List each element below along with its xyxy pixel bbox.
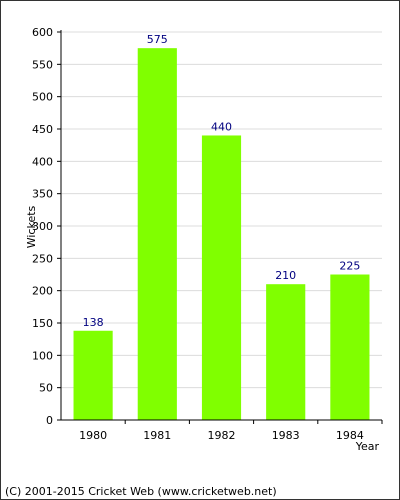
x-tick-label: 1982 <box>208 429 236 442</box>
x-tick-label: 1981 <box>143 429 171 442</box>
bar <box>266 284 306 420</box>
bar <box>137 48 177 421</box>
data-label: 225 <box>339 260 360 273</box>
bars <box>73 48 370 421</box>
y-tick-label: 300 <box>32 220 53 233</box>
x-tick-labels: 1980 1981 1982 1983 1984 <box>79 429 364 442</box>
y-tick-label: 550 <box>32 58 53 71</box>
x-axis-label: Year <box>355 440 380 453</box>
y-tick-label: 100 <box>32 349 53 362</box>
data-label: 210 <box>275 269 296 282</box>
y-axis-label: Wickets <box>25 205 38 248</box>
axes <box>57 30 383 424</box>
y-tick-label: 200 <box>32 285 53 298</box>
bar <box>201 135 242 420</box>
y-tick-label: 500 <box>32 91 53 104</box>
y-tick-label: 400 <box>32 155 53 168</box>
y-tick-label: 50 <box>39 382 53 395</box>
data-label: 440 <box>211 120 232 133</box>
y-tick-labels: 0 50 100 150 200 250 300 350 400 450 500 550 600 <box>32 26 53 427</box>
y-tick-label: 350 <box>32 188 53 201</box>
data-labels: 138 575 440 210 225 <box>83 33 361 329</box>
x-tick-label: 1984 <box>336 429 364 442</box>
y-tick-label: 150 <box>32 317 53 330</box>
y-tick-label: 450 <box>32 123 53 136</box>
copyright-footer: (C) 2001-2015 Cricket Web (www.cricketwe… <box>5 485 277 498</box>
bar <box>73 330 113 420</box>
bar <box>330 274 370 420</box>
x-tick-label: 1983 <box>272 429 300 442</box>
y-tick-label: 600 <box>32 26 53 39</box>
y-tick-label: 0 <box>46 414 53 427</box>
data-label: 138 <box>83 316 104 329</box>
y-tick-label: 250 <box>32 252 53 265</box>
data-label: 575 <box>147 33 168 46</box>
x-tick-label: 1980 <box>79 429 107 442</box>
